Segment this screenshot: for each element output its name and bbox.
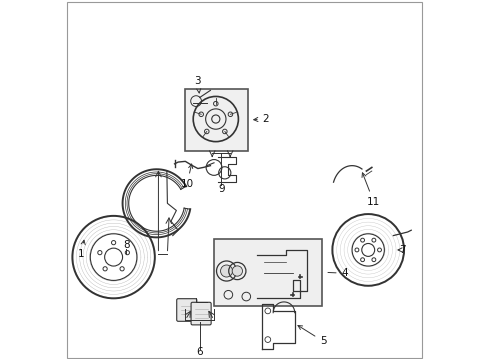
Text: 1: 1 <box>78 240 85 258</box>
Text: 11: 11 <box>361 173 380 207</box>
Bar <box>214 239 321 306</box>
Text: 2: 2 <box>253 114 269 124</box>
Text: 4: 4 <box>327 268 347 278</box>
Bar <box>185 89 247 151</box>
Circle shape <box>232 266 242 276</box>
Text: 6: 6 <box>196 347 203 357</box>
Text: 9: 9 <box>218 184 224 194</box>
Text: 3: 3 <box>194 76 201 93</box>
FancyBboxPatch shape <box>176 299 196 321</box>
Text: 8: 8 <box>122 239 129 249</box>
FancyBboxPatch shape <box>191 302 211 325</box>
Text: 10: 10 <box>180 164 193 189</box>
Text: 5: 5 <box>297 325 326 346</box>
Circle shape <box>220 265 232 277</box>
Text: 7: 7 <box>397 245 405 255</box>
